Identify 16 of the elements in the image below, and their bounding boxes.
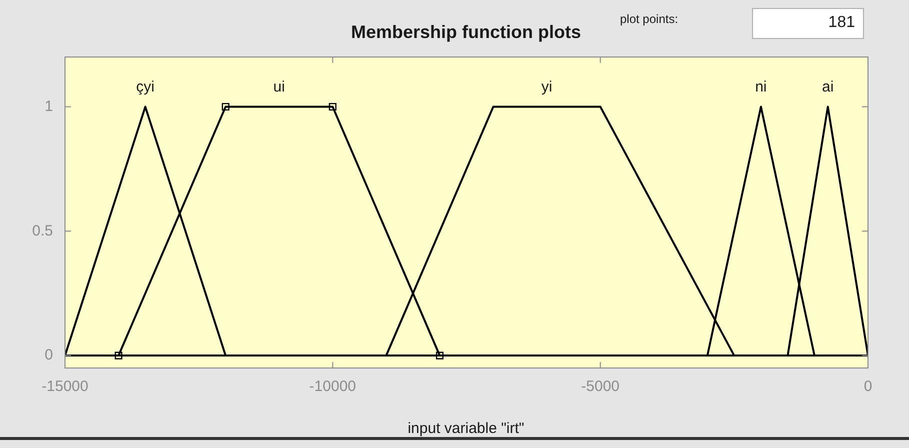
- series-label: ni: [755, 78, 767, 96]
- text-field: 181: [752, 8, 864, 39]
- x-tick-label: -15000: [42, 378, 88, 396]
- series-label: yi: [541, 78, 552, 96]
- x-tick-label: -5000: [581, 378, 620, 396]
- y-tick-label: 1: [44, 98, 53, 115]
- series-label: ui: [273, 78, 285, 96]
- y-tick-label: 0: [44, 346, 53, 364]
- chart-title: Membership function plots: [350, 22, 581, 42]
- x-tick-label: -10000: [309, 378, 356, 396]
- series-label: ai: [822, 78, 834, 96]
- y-tick-label: 0.5: [32, 222, 53, 240]
- x-axis-title: input variable "irt": [406, 420, 526, 437]
- x-tick-label: 0: [864, 378, 872, 396]
- series-label: çyi: [136, 78, 154, 96]
- text: plot points:: [620, 12, 678, 26]
